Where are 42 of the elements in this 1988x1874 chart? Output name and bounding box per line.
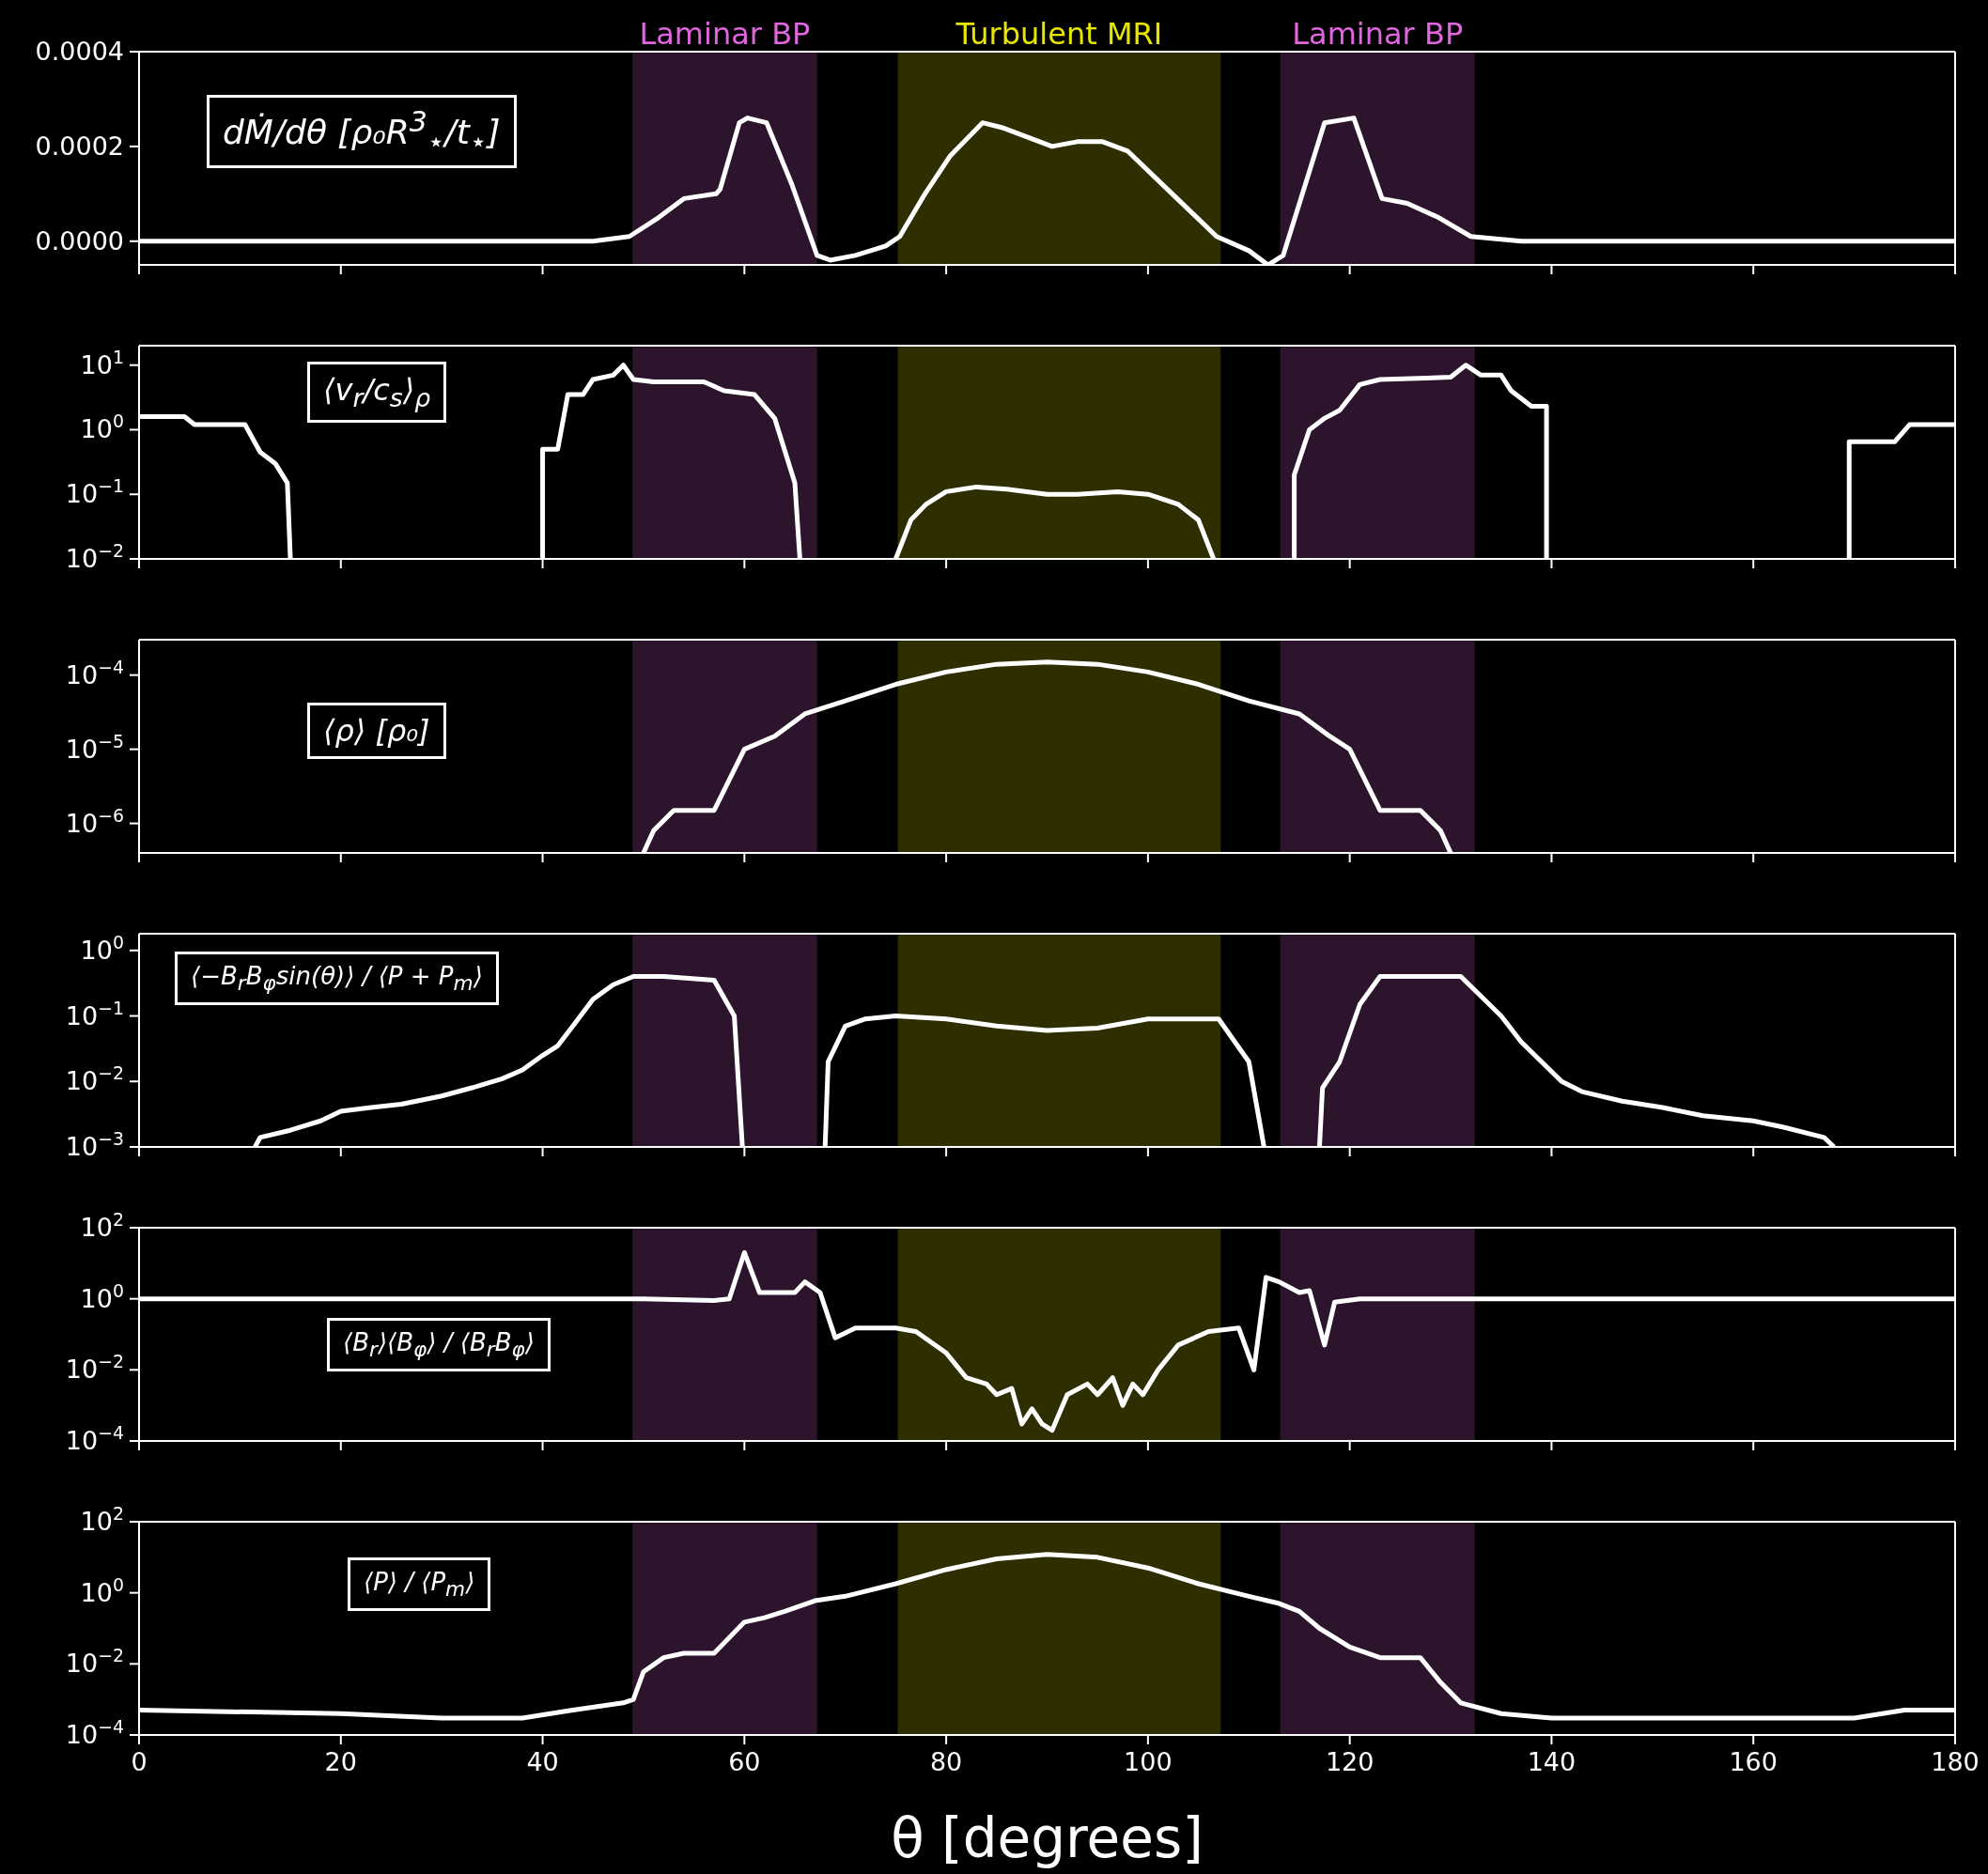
y-tick-label: 0.0004 bbox=[35, 37, 124, 66]
y-tick-label: 10$^{−1}$ bbox=[65, 997, 124, 1030]
y-tick-label: 10$^{−4}$ bbox=[65, 1422, 124, 1455]
x-tick-label: 100 bbox=[1124, 1747, 1173, 1776]
y-tick-label: 10$^{−1}$ bbox=[65, 475, 124, 509]
x-axis-title: θ [degrees] bbox=[891, 1806, 1204, 1870]
y-tick-label: 0.0002 bbox=[35, 131, 124, 161]
text: ⟨B$_{r}$⟩⟨B$_{φ}$⟩ / ⟨B$_{r}$B$_{φ}$⟩ bbox=[343, 1328, 535, 1362]
annotation: ⟨P⟩ / ⟨P$_{m}$⟩ bbox=[348, 1557, 491, 1612]
annotation: dṀ/dθ [ρ₀R$^{3}$$_{⋆}$/t$_{⋆}$] bbox=[207, 95, 517, 169]
band-label: Laminar BP bbox=[639, 16, 811, 52]
y-tick-label: 10$^{−2}$ bbox=[65, 1351, 124, 1385]
y-tick-label: 0.0000 bbox=[35, 225, 124, 256]
y-tick-label: 10$^{−5}$ bbox=[65, 730, 124, 764]
y-tick-label: 10$^{2}$ bbox=[80, 1209, 124, 1242]
x-tick-label: 80 bbox=[929, 1747, 963, 1776]
annotation: ⟨v$_{r}$/c$_{s}$⟩$_{ρ}$ bbox=[307, 362, 447, 424]
y-tick-label: 10$^{0}$ bbox=[80, 931, 124, 965]
annotation: ⟨ρ⟩ [ρ₀] bbox=[307, 703, 446, 759]
x-tick-label: 180 bbox=[1931, 1747, 1980, 1776]
y-tick-label: 10$^{1}$ bbox=[80, 346, 124, 379]
y-tick-label: 10$^{0}$ bbox=[80, 1279, 124, 1313]
x-tick-label: 60 bbox=[728, 1747, 761, 1776]
y-tick-label: 10$^{−4}$ bbox=[65, 656, 124, 689]
x-tick-label: 140 bbox=[1527, 1747, 1576, 1776]
x-tick-label: 40 bbox=[526, 1747, 559, 1776]
x-tick-label: 120 bbox=[1325, 1747, 1375, 1776]
y-tick-label: 10$^{−2}$ bbox=[65, 540, 124, 573]
y-tick-label: 10$^{−2}$ bbox=[65, 1645, 124, 1679]
y-tick-label: 10$^{0}$ bbox=[80, 1573, 124, 1607]
y-tick-label: 10$^{−4}$ bbox=[65, 1716, 124, 1749]
x-tick-label: 0 bbox=[131, 1747, 148, 1776]
band-label: Turbulent MRI bbox=[955, 16, 1163, 52]
annotation: ⟨−B$_{r}$B$_{φ}$sin(θ)⟩ / ⟨P + P$_{m}$⟩ bbox=[175, 952, 499, 1006]
y-tick-label: 10$^{2}$ bbox=[80, 1503, 124, 1536]
band-label: Laminar BP bbox=[1292, 16, 1464, 52]
y-tick-label: 10$^{0}$ bbox=[80, 410, 124, 444]
y-tick-label: 10$^{−3}$ bbox=[65, 1128, 124, 1161]
x-tick-label: 160 bbox=[1729, 1747, 1778, 1776]
y-tick-label: 10$^{−2}$ bbox=[65, 1062, 124, 1096]
x-tick-label: 20 bbox=[324, 1747, 357, 1776]
y-tick-label: 10$^{−6}$ bbox=[65, 804, 124, 838]
